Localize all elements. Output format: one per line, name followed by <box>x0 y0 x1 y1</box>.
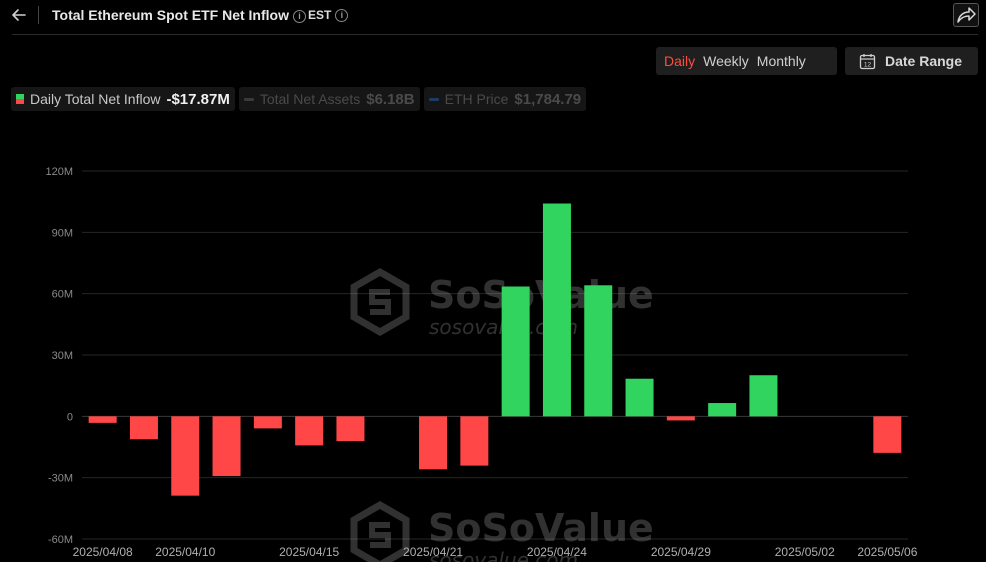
y-axis-labels: 120M 90M 60M 30M 0 -30M -60M <box>45 166 73 546</box>
timezone-text: EST <box>308 8 332 22</box>
legend-value: -$17.87M <box>166 90 230 108</box>
share-button[interactable] <box>953 3 979 27</box>
y-tick-label: 120M <box>45 166 73 178</box>
bar[interactable] <box>212 416 241 477</box>
grid-lines <box>82 170 908 540</box>
arrow-left-icon <box>12 9 26 21</box>
bar[interactable] <box>501 286 530 417</box>
y-tick-label: 30M <box>52 350 73 362</box>
x-tick-label: 2025/05/02 <box>775 545 835 559</box>
period-toggle: Daily Weekly Monthly <box>656 47 837 75</box>
bar[interactable] <box>708 403 737 417</box>
bar[interactable] <box>873 416 902 453</box>
watermark-s-icon <box>369 289 391 315</box>
x-tick-label: 2025/04/21 <box>403 545 463 559</box>
bar[interactable] <box>129 416 158 440</box>
legend: Daily Total Net Inflow -$17.87M Total Ne… <box>11 87 587 111</box>
legend-item-net-assets[interactable]: Total Net Assets $6.18B <box>238 87 420 111</box>
period-daily[interactable]: Daily <box>664 53 696 69</box>
timezone-info-icon[interactable]: i <box>335 9 349 22</box>
watermark-brand: SoSoValue <box>428 506 654 550</box>
x-tick-label: 2025/04/24 <box>527 545 587 559</box>
period-monthly[interactable]: Monthly <box>756 53 806 69</box>
bar[interactable] <box>460 416 489 466</box>
bar[interactable] <box>419 416 448 470</box>
x-tick-label: 2025/05/06 <box>857 545 917 559</box>
legend-swatch-eth-price <box>428 97 439 101</box>
watermark-s-icon <box>369 522 391 548</box>
bar[interactable] <box>336 416 365 442</box>
legend-swatch-net-inflow <box>16 94 24 104</box>
x-tick-label: 2025/04/29 <box>651 545 711 559</box>
watermark-hex-icon <box>350 267 410 337</box>
back-button[interactable] <box>8 4 30 26</box>
bars <box>88 203 902 496</box>
bar[interactable] <box>749 375 778 417</box>
watermark-brand: SoSoValue <box>428 273 654 317</box>
x-tick-label: 2025/04/08 <box>73 545 133 559</box>
legend-name: Daily Total Net Inflow <box>30 91 161 107</box>
legend-value: $6.18B <box>366 90 415 108</box>
info-icon[interactable]: i <box>292 10 306 23</box>
bar-chart: SoSoValuesosovalue.comSoSoValuesosovalue… <box>45 166 918 562</box>
watermark-site: sosovalue.com <box>429 548 578 562</box>
bar[interactable] <box>542 203 571 417</box>
x-axis-labels: 2025/04/08 2025/04/10 2025/04/15 2025/04/21… <box>73 545 918 559</box>
bar[interactable] <box>253 416 282 429</box>
timezone-label: EST i <box>308 8 349 22</box>
share-icon <box>957 7 976 23</box>
watermark-hex-icon <box>350 500 410 562</box>
period-weekly[interactable]: Weekly <box>703 53 749 69</box>
bar[interactable] <box>171 416 200 496</box>
legend-value: $1,784.79 <box>514 90 582 108</box>
legend-item-eth-price[interactable]: ETH Price $1,784.79 <box>423 87 587 111</box>
bar[interactable] <box>625 378 654 417</box>
bar[interactable] <box>666 416 695 421</box>
calendar-icon-text: 12 <box>864 61 872 68</box>
x-tick-label: 2025/04/15 <box>279 545 339 559</box>
legend-swatch-net-assets <box>243 97 254 101</box>
legend-name: ETH Price <box>444 91 509 107</box>
y-tick-label: -30M <box>48 473 73 485</box>
legend-item-net-inflow[interactable]: Daily Total Net Inflow -$17.87M <box>11 87 235 111</box>
bar[interactable] <box>88 416 117 423</box>
divider <box>38 6 39 24</box>
x-tick-label: 2025/04/10 <box>155 545 215 559</box>
y-tick-label: 0 <box>67 411 73 423</box>
top-bar: Total Ethereum Spot ETF Net Inflow i EST i <box>0 0 986 34</box>
calendar-icon: 12 <box>859 53 876 69</box>
y-tick-label: 90M <box>52 227 73 239</box>
page-title: Total Ethereum Spot ETF Net Inflow i <box>52 7 306 23</box>
date-range-label: Date Range <box>885 53 963 69</box>
date-range-button[interactable]: 12 Date Range <box>845 47 978 75</box>
legend-name: Total Net Assets <box>259 91 361 107</box>
bar[interactable] <box>584 285 613 417</box>
header-divider <box>12 34 978 35</box>
bar[interactable] <box>295 416 324 446</box>
y-tick-label: -60M <box>48 534 73 546</box>
page-title-text: Total Ethereum Spot ETF Net Inflow <box>52 7 289 23</box>
y-tick-label: 60M <box>52 289 73 301</box>
